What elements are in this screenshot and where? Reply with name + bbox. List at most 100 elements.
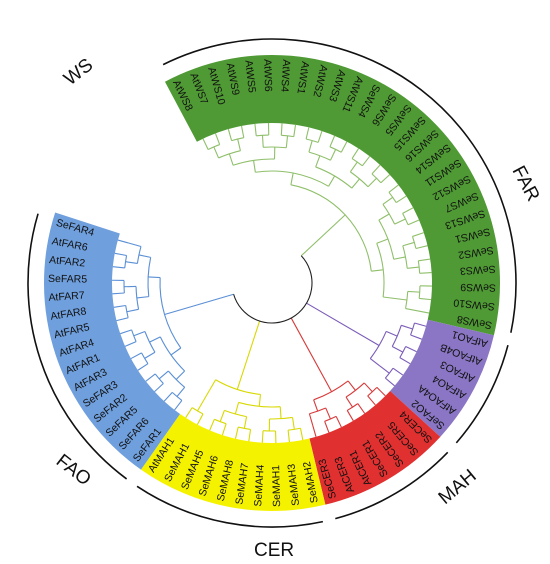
branch: [394, 297, 408, 301]
group-arcs: [27, 38, 517, 528]
branch: [324, 415, 337, 422]
branch: [133, 330, 146, 337]
branch: [144, 351, 156, 359]
clade-band-mah: [140, 413, 326, 511]
branch: [376, 238, 389, 244]
clade-band-far: [44, 212, 181, 470]
branch: [407, 266, 420, 269]
leaf-label: SeWS2: [457, 244, 494, 261]
group-arc-mah: [136, 485, 324, 528]
branch: [415, 245, 428, 250]
branch: [279, 406, 282, 419]
branch: [401, 324, 413, 330]
branch: [113, 304, 126, 308]
branch: [402, 241, 415, 247]
branch: [112, 292, 125, 295]
branch: [254, 123, 257, 136]
branch: [154, 383, 164, 393]
branch: [361, 155, 371, 167]
branch: [417, 310, 430, 314]
branch: [394, 218, 406, 225]
branch: [218, 150, 241, 159]
branch: [261, 430, 264, 443]
branch: [135, 286, 140, 310]
branch: [383, 296, 396, 300]
branch: [114, 252, 127, 257]
leaf-label: AtWS6: [261, 59, 274, 92]
group-arc-ws: [162, 38, 517, 333]
branch: [371, 269, 384, 272]
branch: [328, 175, 336, 187]
branch: [287, 430, 290, 443]
branch: [308, 140, 313, 153]
branch: [291, 417, 295, 430]
branch: [234, 426, 239, 439]
branch: [174, 400, 183, 411]
branch: [335, 416, 342, 428]
branch: [228, 153, 234, 166]
group-arc-far: [27, 213, 128, 480]
branch: [209, 419, 215, 431]
branch: [138, 254, 151, 258]
branch: [349, 161, 358, 173]
branch: [325, 407, 331, 420]
branch: [299, 428, 304, 441]
branch: [405, 308, 418, 312]
branch: [407, 290, 420, 293]
branch: [141, 352, 149, 365]
branch: [378, 213, 390, 221]
branch: [371, 164, 381, 175]
group-label-mah: MAH: [435, 466, 481, 509]
branch: [126, 308, 139, 313]
branch: [290, 172, 294, 185]
leaf-label: AtFAR7: [48, 289, 85, 303]
group-label-fao: FAO: [52, 450, 95, 490]
branch: [382, 196, 394, 205]
branch: [367, 177, 377, 188]
branch: [309, 407, 326, 415]
branch: [367, 395, 376, 406]
branch: [306, 302, 380, 346]
leaf-label: AtWS1: [294, 61, 311, 95]
branch: [392, 367, 404, 376]
branch: [120, 329, 132, 335]
leaf-label: SeWS10: [453, 296, 496, 312]
branch: [351, 178, 360, 189]
branch: [308, 413, 314, 426]
branch: [261, 135, 264, 148]
leaf-label: SeMAH3: [286, 463, 303, 506]
branch: [214, 133, 221, 145]
branch: [369, 331, 387, 359]
branch: [167, 370, 186, 388]
branch: [130, 352, 142, 360]
clade-band-cer: [309, 390, 441, 505]
group-label-far: FAR: [508, 162, 544, 204]
branch: [363, 382, 373, 393]
branch: [234, 402, 240, 415]
branch: [176, 386, 186, 397]
branch: [300, 214, 346, 257]
root-arc: [233, 255, 313, 324]
branch: [290, 317, 333, 392]
branch: [393, 256, 406, 260]
group-arc-cer: [335, 451, 449, 520]
branch: [158, 370, 169, 380]
tree-branches: [112, 123, 432, 443]
branch: [280, 123, 283, 136]
branch: [410, 322, 416, 336]
branch: [213, 146, 220, 159]
branch: [313, 399, 319, 412]
clade-band-ws: [164, 54, 501, 336]
branch: [248, 429, 252, 442]
branch: [209, 379, 217, 391]
branch: [369, 358, 381, 367]
branch: [163, 391, 173, 402]
branch: [125, 261, 138, 264]
branch: [137, 363, 149, 371]
leaf-label: AtWS5: [242, 60, 257, 94]
branch: [312, 425, 317, 437]
branch: [258, 394, 262, 407]
branch: [145, 373, 156, 382]
branch: [410, 334, 423, 340]
branch: [112, 266, 125, 269]
